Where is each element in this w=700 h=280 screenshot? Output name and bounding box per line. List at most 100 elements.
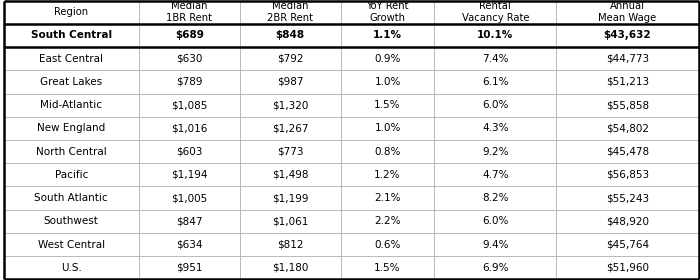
Text: U.S.: U.S. [61,263,82,273]
Bar [240,186,341,210]
Bar [435,1,556,24]
Text: $603: $603 [176,147,202,157]
Text: 4.3%: 4.3% [482,123,508,133]
Text: $1,085: $1,085 [172,100,208,110]
Bar [4,233,139,256]
Bar [556,117,699,140]
Text: 6.0%: 6.0% [482,100,508,110]
Text: 9.4%: 9.4% [482,240,508,249]
Text: $1,180: $1,180 [272,263,309,273]
Text: South Atlantic: South Atlantic [34,193,108,203]
Bar [556,24,699,47]
Text: $1,267: $1,267 [272,123,309,133]
Bar [435,186,556,210]
Text: $55,858: $55,858 [606,100,649,110]
Text: 1.5%: 1.5% [374,100,401,110]
Bar [4,94,139,117]
Text: Median
1BR Rent: Median 1BR Rent [167,1,212,23]
Bar [139,1,240,24]
Bar [435,47,556,70]
Bar [240,163,341,186]
Text: $54,802: $54,802 [606,123,649,133]
Text: Pacific: Pacific [55,170,88,180]
Text: $51,213: $51,213 [606,77,649,87]
Text: $773: $773 [277,147,304,157]
Text: $987: $987 [277,77,304,87]
Text: $43,632: $43,632 [603,31,651,40]
Text: $630: $630 [176,54,202,64]
Text: 10.1%: 10.1% [477,31,513,40]
Bar [139,70,240,94]
Bar [341,140,435,163]
Bar [139,186,240,210]
Bar [556,186,699,210]
Bar [556,163,699,186]
Text: $45,764: $45,764 [606,240,649,249]
Bar [556,140,699,163]
Text: 6.9%: 6.9% [482,263,508,273]
Text: $812: $812 [277,240,304,249]
Text: Southwest: Southwest [44,216,99,226]
Bar [240,1,341,24]
Bar [556,210,699,233]
Text: 1.1%: 1.1% [373,31,402,40]
Bar [556,233,699,256]
Text: $847: $847 [176,216,203,226]
Bar [240,117,341,140]
Text: Median
2BR Rent: Median 2BR Rent [267,1,313,23]
Bar [341,70,435,94]
Text: Region: Region [54,7,88,17]
Bar [341,117,435,140]
Text: West Central: West Central [38,240,105,249]
Text: Annual
Mean Wage: Annual Mean Wage [598,1,657,23]
Bar [4,47,139,70]
Bar [4,186,139,210]
Bar [4,24,139,47]
Text: $44,773: $44,773 [606,54,649,64]
Text: $1,199: $1,199 [272,193,309,203]
Text: $951: $951 [176,263,203,273]
Text: North Central: North Central [36,147,106,157]
Text: 0.8%: 0.8% [374,147,400,157]
Bar [435,24,556,47]
Text: $792: $792 [277,54,304,64]
Text: 2.2%: 2.2% [374,216,401,226]
Text: 0.6%: 0.6% [374,240,400,249]
Text: $1,320: $1,320 [272,100,309,110]
Bar [139,24,240,47]
Bar [341,47,435,70]
Bar [139,233,240,256]
Bar [341,233,435,256]
Text: $55,243: $55,243 [606,193,649,203]
Bar [435,140,556,163]
Bar [240,140,341,163]
Text: Mid-Atlantic: Mid-Atlantic [41,100,102,110]
Text: 8.2%: 8.2% [482,193,508,203]
Text: $1,194: $1,194 [172,170,208,180]
Bar [341,94,435,117]
Text: $1,061: $1,061 [272,216,309,226]
Text: 6.0%: 6.0% [482,216,508,226]
Text: $45,478: $45,478 [606,147,649,157]
Bar [556,256,699,279]
Bar [435,256,556,279]
Text: $634: $634 [176,240,203,249]
Bar [4,140,139,163]
Bar [240,24,341,47]
Bar [240,256,341,279]
Bar [435,117,556,140]
Bar [435,70,556,94]
Bar [139,256,240,279]
Text: New England: New England [37,123,106,133]
Bar [139,94,240,117]
Bar [4,256,139,279]
Bar [4,1,139,24]
Bar [341,186,435,210]
Text: $51,960: $51,960 [606,263,649,273]
Bar [341,24,435,47]
Text: YoY Rent
Growth: YoY Rent Growth [366,1,409,23]
Bar [435,94,556,117]
Text: $789: $789 [176,77,203,87]
Text: East Central: East Central [39,54,104,64]
Bar [435,163,556,186]
